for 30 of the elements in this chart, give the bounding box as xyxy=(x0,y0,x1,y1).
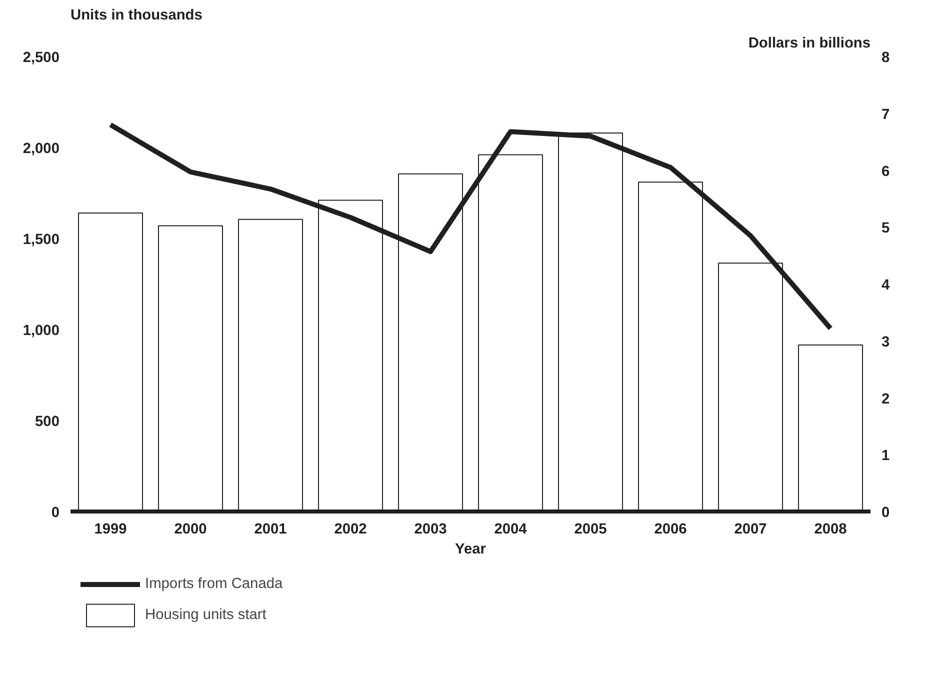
y-tick-label: 500 xyxy=(35,414,60,430)
y-tick-label: 0 xyxy=(51,505,60,521)
y2-tick-label: 7 xyxy=(882,106,890,123)
x-tick-label: 2008 xyxy=(814,522,847,538)
x-axis-title: Year xyxy=(455,542,486,558)
legend-label: Housing units start xyxy=(145,607,266,623)
x-tick-label: 2007 xyxy=(734,522,767,538)
x-tick-label: 2000 xyxy=(174,522,207,538)
x-tick-label: 2005 xyxy=(574,522,607,538)
x-tick-label: 2003 xyxy=(414,522,447,538)
x-tick-label: 2004 xyxy=(494,522,528,538)
legend-label: Imports from Canada xyxy=(145,576,283,592)
x-tick-label: 2002 xyxy=(334,522,367,538)
x-tick-label: 1999 xyxy=(94,522,127,538)
y2-tick-label: 3 xyxy=(882,334,890,350)
y2-tick-label: 2 xyxy=(882,391,890,408)
y-tick-label: 1,500 xyxy=(22,232,60,248)
y2-tick-label: 4 xyxy=(882,278,890,294)
y2-tick-label: 8 xyxy=(882,50,890,66)
y2-tick-label: 0 xyxy=(882,505,890,521)
x-tick-label: 2006 xyxy=(654,522,687,538)
y-tick-label: 2,000 xyxy=(22,141,60,157)
y-tick-label: 2,500 xyxy=(22,50,60,66)
y2-axis-title: Dollars in billions xyxy=(748,36,871,52)
y2-tick-label: 5 xyxy=(882,220,890,237)
x-tick-label: 2001 xyxy=(254,522,287,538)
y2-tick-label: 1 xyxy=(882,448,890,464)
y-tick-label: 1,000 xyxy=(22,323,60,339)
y-axis-title: Units in thousands xyxy=(70,8,202,24)
y2-tick-label: 6 xyxy=(882,164,890,180)
